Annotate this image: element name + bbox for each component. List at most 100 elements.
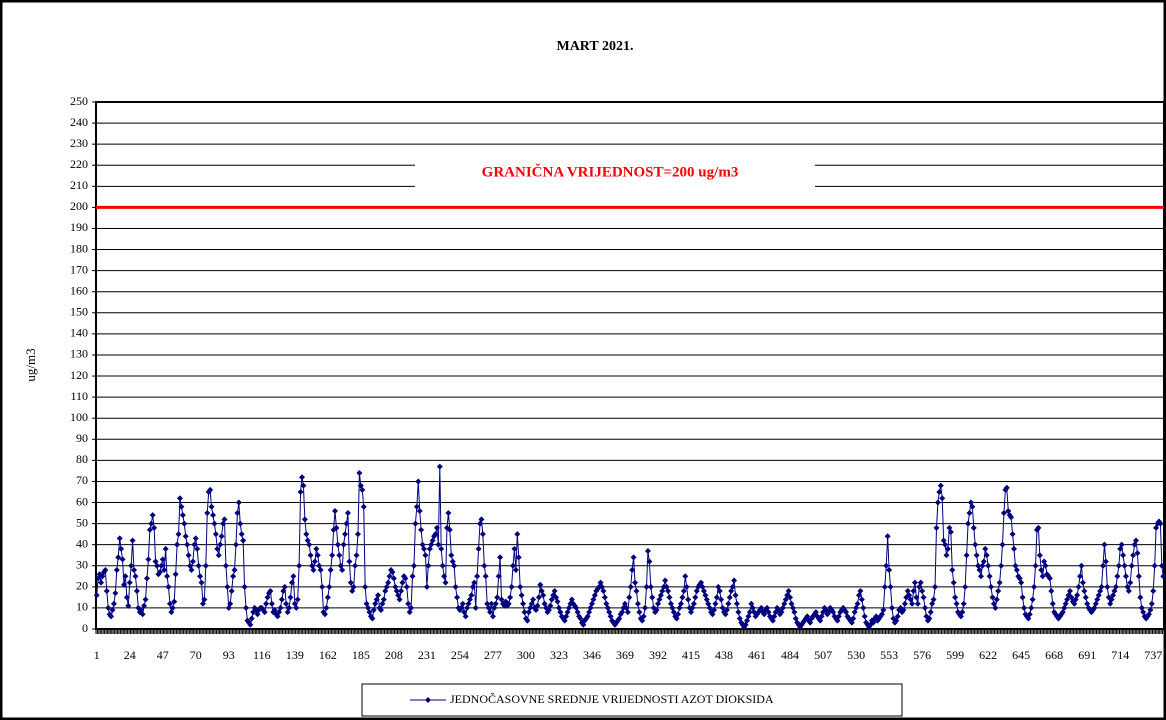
data-point (448, 552, 455, 559)
data-point (507, 594, 514, 601)
data-point (910, 588, 917, 595)
x-tick-label: 438 (715, 648, 733, 662)
data-point (934, 499, 941, 506)
data-point (1120, 552, 1127, 559)
data-point (512, 566, 519, 573)
y-tick-label: 230 (70, 136, 88, 150)
y-tick-label: 50 (76, 515, 88, 529)
x-tick-label: 47 (157, 648, 169, 662)
data-point (311, 558, 318, 565)
data-point (1125, 588, 1132, 595)
data-point (731, 577, 738, 584)
data-point (189, 558, 196, 565)
data-point (398, 588, 405, 595)
data-point (402, 575, 409, 582)
data-point (301, 516, 308, 523)
data-point (685, 596, 692, 603)
data-point (1158, 562, 1165, 569)
data-point (221, 516, 228, 523)
data-point (601, 594, 608, 601)
data-point (1042, 562, 1049, 569)
data-point (418, 526, 425, 533)
data-point (240, 537, 247, 544)
data-point (1009, 531, 1016, 538)
data-point (662, 577, 669, 584)
data-point (336, 552, 343, 559)
data-point (482, 573, 489, 580)
data-point (1133, 537, 1140, 544)
data-point (452, 583, 459, 590)
data-point (192, 535, 199, 542)
data-point (1079, 579, 1086, 586)
data-point (145, 556, 152, 563)
data-point (172, 571, 179, 578)
data-point (436, 463, 443, 470)
data-point (1099, 562, 1106, 569)
data-point (943, 552, 950, 559)
data-point (375, 592, 382, 599)
data-point (1127, 579, 1134, 586)
data-point (534, 602, 541, 609)
legend-label: JEDNOČASOVNE SREDNJE VRIJEDNOSTI AZOT DI… (450, 692, 774, 706)
data-point (347, 579, 354, 586)
data-point (472, 604, 479, 611)
data-point (985, 562, 992, 569)
data-point (112, 590, 119, 597)
data-point (547, 602, 554, 609)
data-point (108, 613, 115, 620)
data-point (1003, 484, 1010, 491)
data-point (339, 566, 346, 573)
y-tick-label: 70 (76, 473, 88, 487)
data-point (970, 524, 977, 531)
data-point (521, 609, 528, 616)
data-point (369, 615, 376, 622)
y-tick-label: 0 (82, 621, 88, 635)
data-point (1160, 573, 1166, 580)
data-point (141, 602, 148, 609)
data-point (939, 495, 946, 502)
x-tick-label: 162 (319, 648, 337, 662)
data-point (949, 566, 956, 573)
data-point (159, 556, 166, 563)
data-point (389, 569, 396, 576)
data-point (165, 583, 172, 590)
data-point (933, 524, 940, 531)
data-point (237, 520, 244, 527)
data-point (888, 604, 895, 611)
y-tick-label: 40 (76, 536, 88, 550)
data-point (1121, 562, 1128, 569)
data-point (478, 516, 485, 523)
data-point (293, 604, 300, 611)
data-point (323, 604, 330, 611)
data-point (1005, 507, 1012, 514)
data-point (718, 596, 725, 603)
data-point (508, 583, 515, 590)
data-point (268, 600, 275, 607)
data-point (930, 596, 937, 603)
data-point (441, 573, 448, 580)
data-point (340, 541, 347, 548)
data-point (909, 600, 916, 607)
data-point (188, 566, 195, 573)
data-point (286, 604, 293, 611)
y-tick-label: 30 (76, 558, 88, 572)
data-point (952, 594, 959, 601)
data-point (185, 552, 192, 559)
data-point (479, 531, 486, 538)
data-point (920, 594, 927, 601)
data-point (423, 583, 430, 590)
data-point (785, 588, 792, 595)
data-point (344, 510, 351, 517)
data-point (634, 600, 641, 607)
data-point (996, 579, 1003, 586)
x-tick-label: 691 (1078, 648, 1096, 662)
y-tick-label: 220 (70, 157, 88, 171)
data-point (267, 588, 274, 595)
data-point (481, 562, 488, 569)
data-point (921, 604, 928, 611)
data-point (380, 596, 387, 603)
data-point (646, 558, 653, 565)
y-tick-label: 130 (70, 347, 88, 361)
data-point (346, 558, 353, 565)
